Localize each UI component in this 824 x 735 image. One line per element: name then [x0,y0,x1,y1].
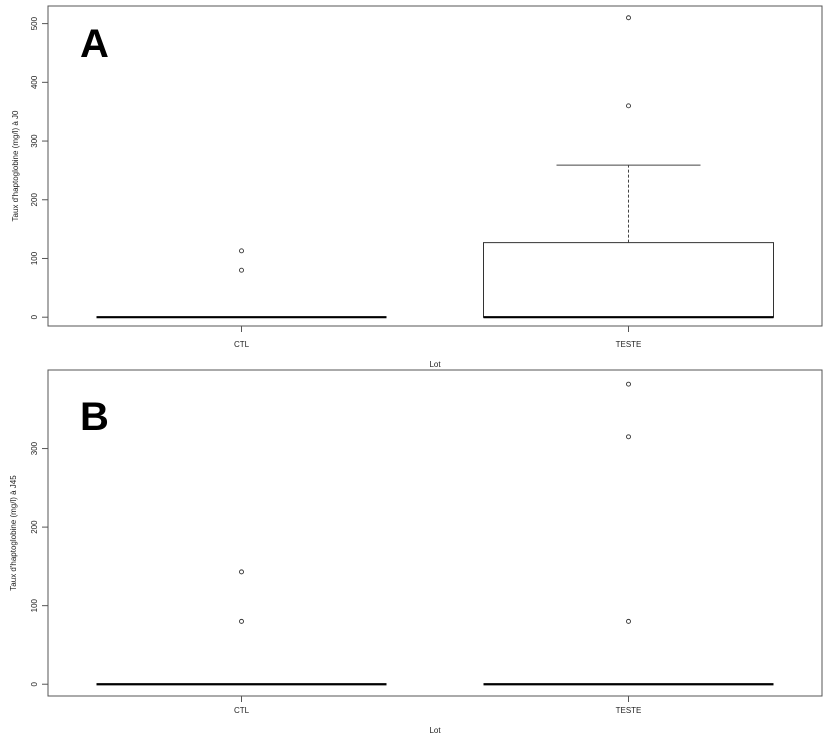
outlier-point [239,248,244,254]
outlier-point [239,569,244,575]
panel-letter: A [80,22,109,66]
plot-frame [47,5,823,327]
y-tick-label: 400 [30,75,39,89]
x-axis-label: Lot [429,726,441,735]
y-tick-label: 100 [30,598,39,612]
y-tick-label: 200 [30,520,39,534]
y-tick-label: 300 [30,134,39,148]
plot-frame [47,369,823,697]
box [483,242,774,318]
panel-letter: B [80,395,109,439]
panel-b: 0 100 200 300 Taux d'haptoglobine (mg/l) à J… [9,369,823,735]
outlier-point [626,381,631,387]
outlier-point [626,434,631,440]
panel-a: 0 100 200 300 400 500 Taux d'haptoglobine (mg/… [11,5,823,369]
y-tick-label: 300 [30,441,39,455]
outlier-point [239,267,244,273]
outlier-point [239,618,244,624]
y-axis-label: Taux d'haptoglobine (mg/l) à J0 [11,110,20,221]
y-tick-label: 100 [30,251,39,265]
x-axis-label: Lot [429,360,441,369]
y-tick-label: 0 [30,314,39,319]
y-tick-label: 500 [30,16,39,30]
x-tick-label: CTL [234,340,250,349]
x-tick-label: TESTE [616,340,642,349]
y-axis-label: Taux d'haptoglobine (mg/l) à J45 [9,475,18,591]
outlier-point [626,15,631,21]
y-tick-label: 0 [30,681,39,686]
outlier-point [626,103,631,109]
x-tick-label: TESTE [616,706,642,715]
x-tick-label: CTL [234,706,250,715]
outlier-point [626,618,631,624]
y-tick-label: 200 [30,193,39,207]
